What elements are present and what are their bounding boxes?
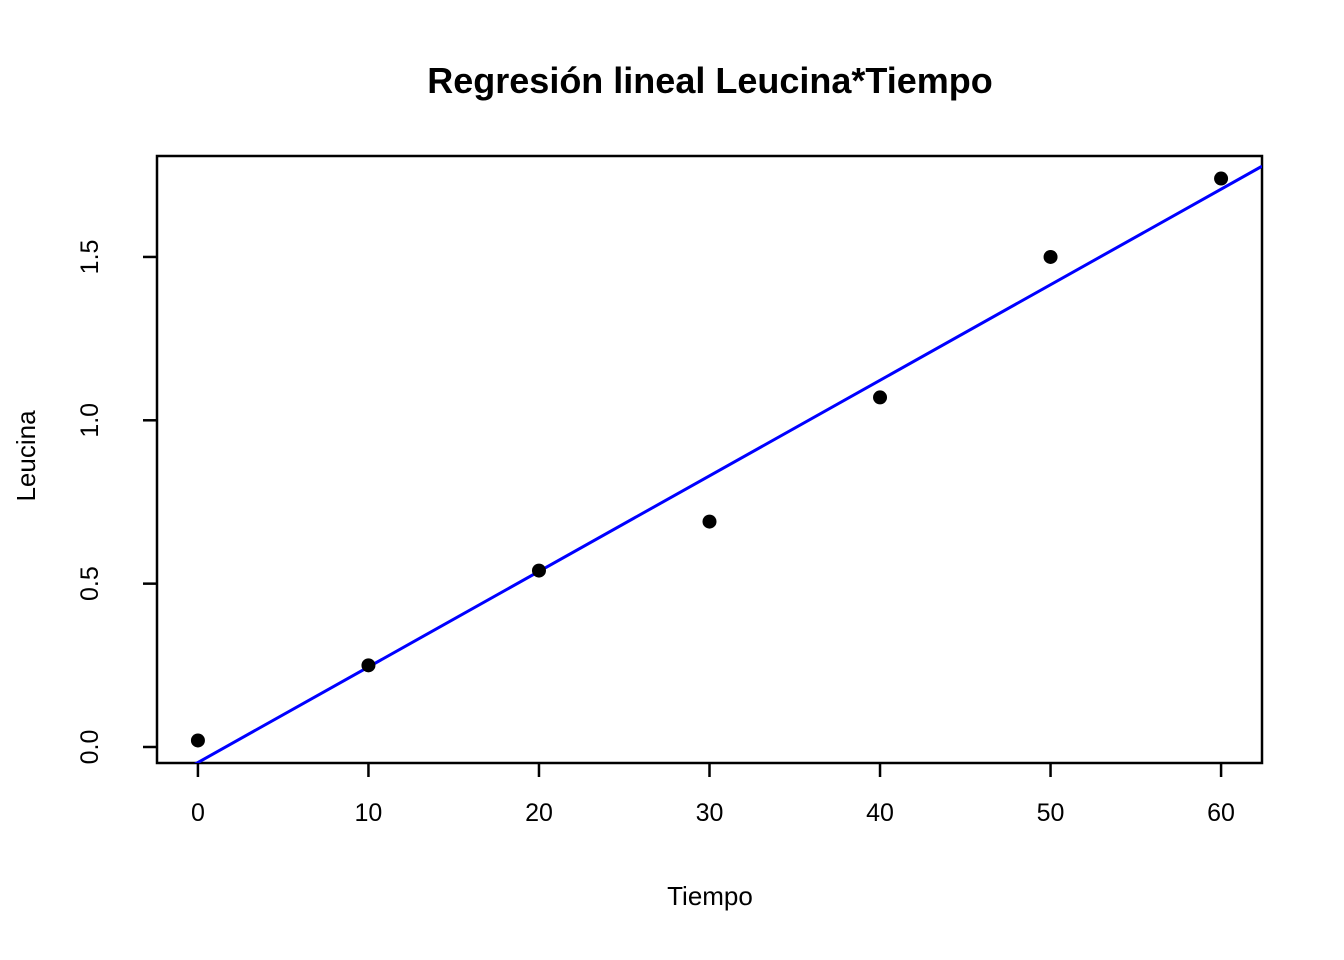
data-point	[702, 514, 717, 529]
x-tick-label: 0	[191, 799, 205, 827]
data-point	[873, 390, 888, 405]
data-point	[531, 563, 546, 578]
x-axis-label: Tiempo	[667, 881, 753, 911]
y-tick-label: 0.0	[76, 730, 104, 765]
x-tick-label: 60	[1207, 799, 1235, 827]
scatter-points	[190, 171, 1229, 748]
x-tick-label: 30	[696, 799, 724, 827]
chart-title: Regresión lineal Leucina*Tiempo	[427, 60, 993, 101]
data-point	[361, 658, 376, 673]
x-tick-label: 40	[866, 799, 894, 827]
x-tick-label: 50	[1037, 799, 1065, 827]
regression-line	[193, 164, 1262, 763]
x-tick-label: 20	[525, 799, 553, 827]
x-tick-label: 10	[355, 799, 383, 827]
y-tick-label: 1.5	[76, 240, 104, 275]
y-tick-label: 1.0	[76, 403, 104, 438]
y-axis-label: Leucina	[11, 410, 41, 502]
x-axis-ticks: 0 10 20 30 40 50 60	[191, 763, 1235, 827]
data-point	[1043, 249, 1058, 264]
y-axis-ticks: 0.0 0.5 1.0 1.5	[76, 240, 157, 765]
data-point	[190, 733, 205, 748]
plot-frame	[155, 154, 1264, 765]
data-point	[1214, 171, 1229, 186]
y-tick-label: 0.5	[76, 566, 104, 601]
